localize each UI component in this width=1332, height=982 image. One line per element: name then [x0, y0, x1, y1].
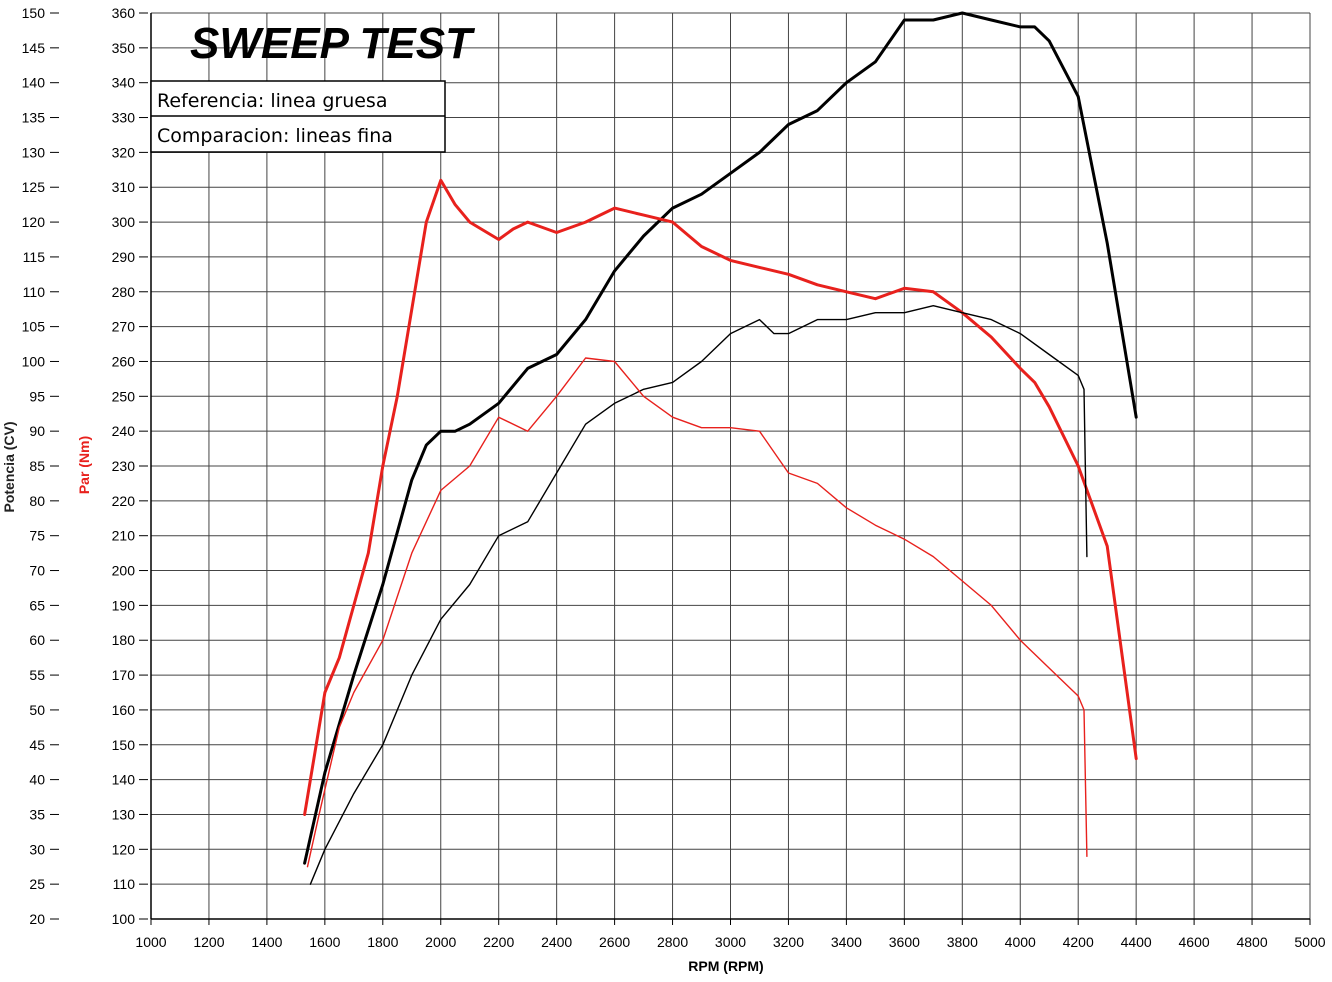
torque-tick-label: 120 — [112, 841, 136, 857]
torque-tick-label: 260 — [112, 353, 136, 369]
power-tick-label: 120 — [22, 214, 46, 230]
x-tick-label: 2600 — [599, 934, 630, 950]
power-tick-label: 70 — [29, 563, 45, 579]
torque-tick-label: 200 — [112, 563, 136, 579]
torque-tick-label: 280 — [112, 284, 136, 300]
torque-tick-label: 130 — [112, 806, 136, 822]
power-tick-label: 150 — [22, 5, 46, 21]
x-tick-label: 1600 — [309, 934, 340, 950]
torque-tick-label: 350 — [112, 40, 136, 56]
torque-tick-label: 360 — [112, 5, 136, 21]
series-line-par-comparacion — [306, 357, 1088, 868]
power-tick-label: 95 — [29, 388, 45, 404]
x-tick-label: 3800 — [947, 934, 978, 950]
x-tick-label: 2400 — [541, 934, 572, 950]
torque-tick-label: 180 — [112, 632, 136, 648]
power-tick-label: 85 — [29, 458, 45, 474]
series-line-potencia-comparacion — [309, 305, 1088, 885]
torque-tick-label: 100 — [112, 911, 136, 927]
torque-tick-label: 240 — [112, 423, 136, 439]
power-tick-label: 110 — [23, 284, 46, 300]
torque-tick-label: 320 — [112, 144, 136, 160]
torque-tick-label: 140 — [112, 772, 136, 788]
x-axis-label: RPM (RPM) — [688, 958, 763, 974]
x-tick-label: 3600 — [889, 934, 920, 950]
x-tick-label: 1400 — [251, 934, 282, 950]
power-tick-label: 105 — [22, 319, 46, 335]
legend-box: Referencia: linea gruesa Comparacion: li… — [150, 80, 446, 153]
x-tick-label: 3400 — [831, 934, 862, 950]
torque-tick-label: 330 — [112, 110, 136, 126]
torque-tick-label: 250 — [112, 388, 136, 404]
power-tick-label: 90 — [29, 423, 45, 439]
x-tick-label: 1800 — [367, 934, 398, 950]
torque-tick-label: 220 — [112, 493, 136, 509]
chart-title: SWEEP TEST — [190, 19, 475, 68]
torque-tick-label: 270 — [112, 319, 136, 335]
torque-tick-label: 310 — [112, 179, 136, 195]
power-tick-label: 30 — [29, 841, 45, 857]
x-tick-label: 1000 — [135, 934, 166, 950]
x-tick-label: 4200 — [1063, 934, 1094, 950]
torque-tick-label: 300 — [112, 214, 136, 230]
torque-tick-label: 170 — [112, 667, 136, 683]
torque-tick-label: 160 — [112, 702, 136, 718]
power-tick-label: 55 — [29, 667, 45, 683]
power-tick-label: 45 — [29, 737, 45, 753]
x-tick-label: 4000 — [1005, 934, 1036, 950]
torque-tick-label: 290 — [112, 249, 136, 265]
power-tick-label: 115 — [23, 249, 46, 265]
x-tick-label: 5000 — [1294, 934, 1325, 950]
series-layer — [303, 11, 1138, 885]
x-tick-label: 2200 — [483, 934, 514, 950]
chart-grid — [150, 12, 1311, 920]
y-axis-label-power: Potencia (CV) — [1, 421, 17, 512]
series-line-potencia-referencia — [303, 11, 1138, 865]
torque-tick-label: 230 — [112, 458, 136, 474]
power-tick-label: 135 — [22, 110, 46, 126]
power-tick-label: 60 — [29, 632, 45, 648]
x-tick-label: 2000 — [425, 934, 456, 950]
power-tick-label: 100 — [22, 353, 46, 369]
power-tick-label: 145 — [22, 40, 46, 56]
power-tick-label: 20 — [29, 911, 45, 927]
x-tick-label: 4600 — [1179, 934, 1210, 950]
x-tick-label: 4800 — [1236, 934, 1267, 950]
torque-tick-label: 110 — [113, 876, 136, 892]
torque-tick-label: 210 — [112, 528, 136, 544]
x-tick-label: 3000 — [715, 934, 746, 950]
y-axis-label-torque: Par (Nm) — [76, 436, 92, 494]
x-tick-label: 3200 — [773, 934, 804, 950]
x-tick-label: 2800 — [657, 934, 688, 950]
x-tick-label: 1200 — [193, 934, 224, 950]
torque-tick-label: 190 — [112, 597, 136, 613]
axis-ticks: 1000 1200 1400 1600 1800 2000 2200 2400 2600 2800… — [22, 5, 1326, 950]
power-tick-label: 35 — [29, 806, 45, 822]
torque-tick-label: 150 — [112, 737, 136, 753]
power-tick-label: 130 — [22, 144, 46, 160]
legend-reference: Referencia: linea gruesa — [157, 90, 387, 112]
power-tick-label: 125 — [22, 179, 46, 195]
legend-comparison: Comparacion: lineas fina — [157, 125, 393, 147]
torque-tick-label: 340 — [112, 75, 136, 91]
power-tick-label: 50 — [29, 702, 45, 718]
power-tick-label: 80 — [29, 493, 45, 509]
x-tick-label: 4400 — [1121, 934, 1152, 950]
power-tick-label: 75 — [29, 528, 45, 544]
power-tick-label: 40 — [29, 772, 45, 788]
series-line-par-referencia — [303, 178, 1138, 816]
power-tick-label: 25 — [29, 876, 45, 892]
power-tick-label: 140 — [22, 75, 46, 91]
power-tick-label: 65 — [29, 597, 45, 613]
